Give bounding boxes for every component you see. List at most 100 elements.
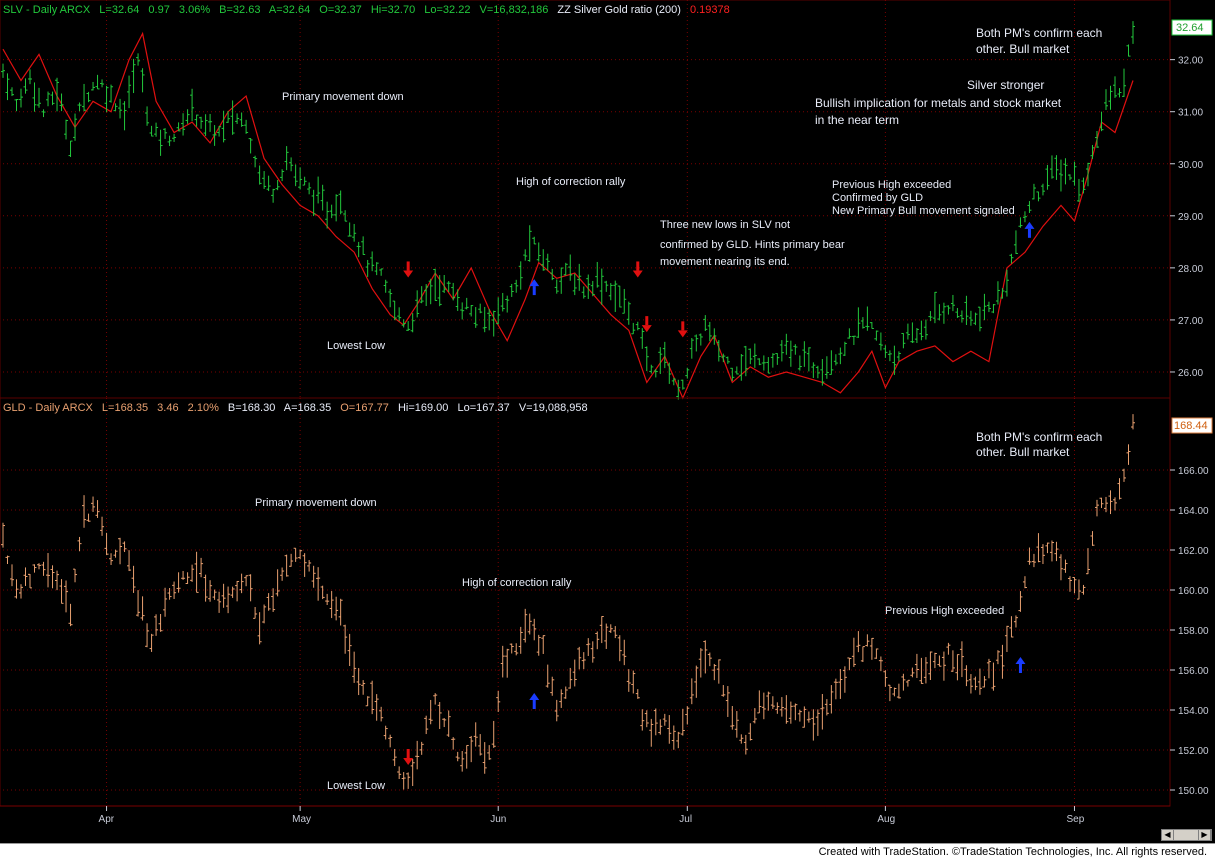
- gld-price-bar: [473, 722, 478, 747]
- slv-price-bar: [842, 341, 847, 356]
- gld-panel[interactable]: 166.00 164.00 162.00 160.00 158.00 156.00 154.…: [0, 397, 1213, 807]
- gld-price-bar: [113, 549, 118, 558]
- slv-annotation-three-lows-1: Three new lows in SLV not: [660, 219, 790, 231]
- gld-price-bar: [415, 740, 420, 770]
- gld-price-bar: [550, 676, 555, 696]
- gld-price-bar: [82, 495, 87, 528]
- slv-price-bar: [878, 332, 883, 351]
- slv-annotation-prev-high: Previous High exceeded: [832, 179, 951, 191]
- slv-price-bar: [46, 91, 51, 107]
- gld-price-bar: [1000, 644, 1005, 679]
- slv-price-bar: [743, 345, 748, 377]
- gld-price-bar: [131, 565, 136, 593]
- gld-price-bar: [1090, 531, 1095, 546]
- slv-price-bar: [415, 290, 420, 318]
- gld-price-bar: [14, 579, 19, 599]
- gld-price-bar: [712, 663, 717, 681]
- slv-price-bar: [901, 332, 906, 349]
- up-arrow-head: [1015, 657, 1026, 664]
- slv-price-bar: [311, 189, 316, 217]
- gld-price-bar: [41, 561, 46, 576]
- slv-price-bar: [478, 303, 483, 314]
- slv-price-bar: [1040, 183, 1045, 196]
- gld-price-bar: [253, 607, 258, 619]
- horizontal-scrollbar[interactable]: [0, 826, 1215, 841]
- gld-price-bar: [698, 648, 703, 678]
- gld-price-bar: [50, 565, 55, 589]
- slv-price-bar: [221, 110, 226, 143]
- gld-ytick-label: 156.00: [1178, 666, 1209, 677]
- slv-price-bar: [28, 69, 33, 85]
- slv-price-bar: [100, 79, 105, 88]
- slv-price-bar: [982, 293, 987, 321]
- gld-price-bar: [1117, 478, 1122, 500]
- gld-price-bar: [527, 613, 532, 635]
- slv-price-bar: [617, 285, 622, 308]
- slv-annotation-confirmed: Confirmed by GLD: [832, 192, 923, 204]
- gld-price-bar: [1108, 490, 1113, 515]
- gld-price-bar: [433, 693, 438, 705]
- gld-price-bar: [455, 751, 460, 762]
- slv-price-bar: [1117, 88, 1122, 98]
- gld-price-bar: [289, 553, 294, 567]
- gld-price-bar: [199, 557, 204, 578]
- gld-price-bar: [1094, 499, 1099, 517]
- slv-price-bar: [667, 362, 672, 384]
- gld-price-bar: [356, 668, 361, 696]
- up-arrow-shaft: [1027, 228, 1031, 238]
- gld-price-bar: [932, 652, 937, 669]
- gld-last-price: 168.44: [1174, 420, 1208, 432]
- slv-arrows: [403, 221, 1035, 338]
- gld-price-bar: [829, 685, 834, 714]
- gld-price-bar: [667, 715, 672, 744]
- gld-price-bar: [316, 567, 321, 601]
- slv-price-bar: [829, 350, 834, 375]
- gld-price-bar: [392, 748, 397, 767]
- down-arrow-shaft: [681, 321, 685, 331]
- slv-price-bar: [433, 268, 438, 301]
- slv-price-bar: [59, 93, 64, 112]
- slv-price-bar: [181, 113, 186, 136]
- gld-price-bar: [374, 694, 379, 721]
- gld-price-bar: [302, 553, 307, 577]
- slv-open: O=32.37: [319, 4, 362, 16]
- gld-price-bar: [469, 735, 474, 763]
- slv-ytick-label: 26.00: [1178, 368, 1203, 379]
- slv-price-bar: [1063, 158, 1068, 185]
- slv-price-bar: [442, 274, 447, 293]
- gld-price-bar: [923, 657, 928, 684]
- slv-price-bar: [761, 355, 766, 371]
- up-arrow-head: [529, 279, 540, 287]
- date-axis: Apr May Jun Jul Aug Sep: [0, 805, 1170, 825]
- gld-price-bar: [1131, 414, 1135, 430]
- slv-price-bar: [95, 74, 100, 90]
- slv-price-bar: [869, 322, 874, 329]
- slv-price-bar: [793, 344, 798, 355]
- slv-price-bar: [1036, 191, 1041, 202]
- slv-price-bar: [1108, 85, 1113, 110]
- gld-price-bar: [1058, 554, 1063, 581]
- slv-price-bar: [626, 301, 631, 325]
- gld-price-bar: [307, 560, 312, 572]
- slv-price-bar: [662, 341, 667, 369]
- slv-panel[interactable]: 32.00 31.00 30.00 29.00 28.00 27.00 26.00 SLV …: [0, 0, 1213, 400]
- slv-price-axis: 32.00 31.00 30.00 29.00 28.00 27.00 26.00: [1170, 56, 1203, 379]
- gld-gridlines: [3, 398, 1170, 806]
- gld-last: L=168.35: [102, 402, 148, 414]
- slv-price-bar: [748, 348, 753, 365]
- gld-price-bar: [370, 680, 375, 715]
- slv-price-bar: [401, 319, 406, 328]
- gld-price-bar: [176, 572, 181, 593]
- slv-price-bar: [302, 176, 307, 186]
- slv-price-bar: [820, 359, 825, 386]
- slv-price-bar: [833, 354, 838, 366]
- gld-price-bar: [703, 640, 708, 674]
- slv-price-bar: [118, 98, 123, 119]
- gld-price-bar: [640, 709, 645, 731]
- slv-price-bar: [964, 295, 969, 325]
- gld-price-bar: [568, 667, 573, 689]
- slv-price-bar: [572, 273, 577, 296]
- slv-price-bar: [1099, 111, 1104, 132]
- scroll-right-button[interactable]: ▶: [1198, 829, 1211, 841]
